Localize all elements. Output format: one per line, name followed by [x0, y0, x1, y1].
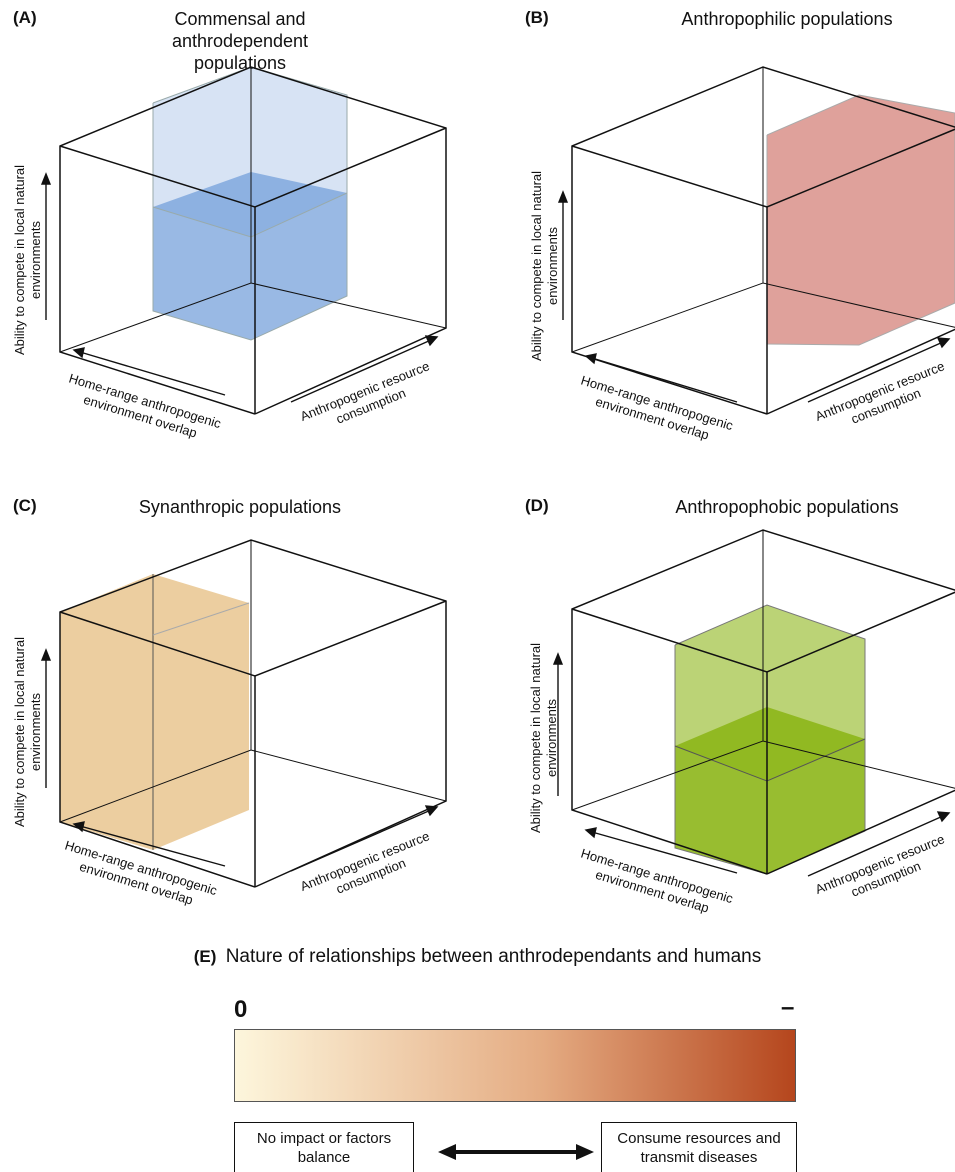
cube-diagram [552, 529, 955, 877]
double-arrow-icon [438, 1144, 594, 1160]
panel-title: Commensal and anthrodependent population… [171, 9, 309, 73]
region-shape [674, 604, 866, 875]
vertical-axis-label: Ability to compete in local natural envi… [528, 642, 559, 834]
region-box [60, 574, 249, 850]
panel-label: (B) [525, 8, 549, 27]
region-edges-inner [152, 602, 250, 636]
right-box-text: Consume resources and transmit diseases [617, 1130, 781, 1166]
region-shape [766, 94, 955, 346]
scale-label: (E) [193, 947, 217, 966]
panel-b: (B) Anthropophilic populations Ability t… [512, 0, 955, 470]
region-shape [152, 66, 348, 341]
panel-label: (C) [13, 496, 37, 515]
cube-diagram [40, 539, 447, 888]
region-lower [675, 707, 865, 874]
cube-frame [59, 539, 447, 888]
left-box-text: No impact or factors balance [256, 1130, 392, 1166]
region-lower [153, 172, 347, 340]
panel-c: (C) Synanthropic populations Ability to … [0, 488, 478, 958]
panel-a: (A) Commensal and anthrodependent popula… [0, 0, 478, 470]
vertical-axis-label: Ability to compete in local natural envi… [12, 636, 43, 828]
cube-frame [571, 529, 955, 875]
vertical-axis-label: Ability to compete in local natural envi… [12, 164, 43, 356]
panel-d: (D) Anthropophobic populations Ability t… [512, 488, 955, 958]
axis-arrows [40, 172, 439, 403]
right-box: Consume resources and transmit diseases [601, 1122, 797, 1172]
axis-arrows [552, 652, 951, 877]
axis-arrows [557, 190, 951, 403]
cube-frame [59, 66, 447, 415]
scale-title: (E) Nature of relationships between anth… [0, 946, 955, 968]
panel-label: (A) [13, 8, 37, 27]
panel-title: Anthropophilic populations [681, 9, 893, 29]
left-box: No impact or factors balance [234, 1122, 414, 1172]
panel-label: (D) [525, 496, 549, 515]
region-shape [60, 574, 250, 850]
cube-diagram [557, 66, 955, 415]
axis-arrows [40, 648, 439, 872]
gradient-bar [234, 1029, 796, 1102]
cube-diagram [40, 66, 447, 415]
scale-left-end: 0 [234, 996, 248, 1023]
panel-title: Synanthropic populations [138, 497, 342, 517]
panel-title: Anthropophobic populations [675, 497, 899, 517]
scale-title-text: Nature of relationships between anthrode… [225, 946, 762, 967]
cube-frame [571, 66, 955, 415]
vertical-axis-label: Ability to compete in local natural envi… [529, 170, 560, 362]
region-box [767, 95, 955, 345]
scale-right-end: – [781, 994, 795, 1021]
